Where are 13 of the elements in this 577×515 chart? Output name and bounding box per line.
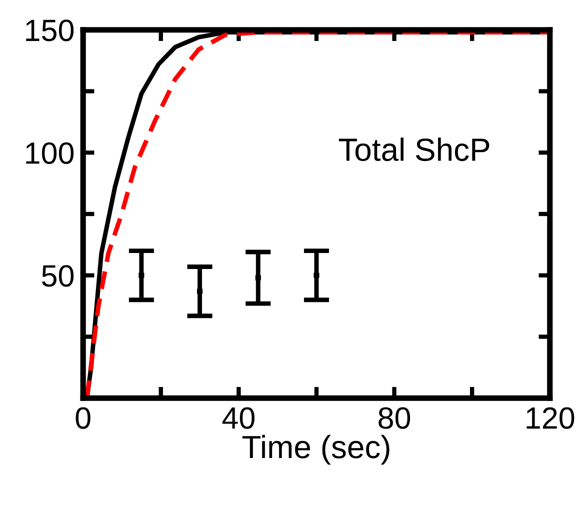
x-tick-label: 0 (76, 407, 90, 429)
x-tick-label: 120 (526, 407, 574, 429)
annotation: Total ShcP (338, 138, 490, 162)
y-tick-label: 50 (42, 265, 74, 287)
point (197, 288, 203, 294)
point (138, 272, 144, 278)
y-tick-label: 150 (26, 20, 74, 42)
y-tick-label: 100 (26, 142, 74, 164)
x-tick-label: 80 (378, 407, 410, 429)
point (255, 275, 261, 281)
point (314, 272, 320, 278)
x-tick-label: 40 (222, 407, 254, 429)
x-axis-title: Time (sec) (242, 434, 390, 465)
